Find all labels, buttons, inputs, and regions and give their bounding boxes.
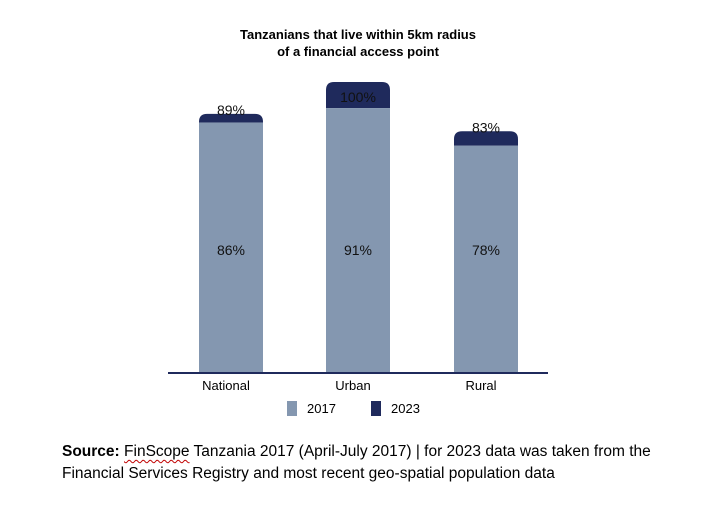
chart-title-line-1: Tanzanians that live within 5km radius (240, 27, 476, 42)
data-label-2017-rural: 78% (472, 242, 500, 258)
bar-2017-urban (326, 108, 390, 372)
bar-2023-national (199, 113, 263, 123)
data-label-2023-rural: 83% (472, 119, 500, 135)
bar-2017-rural (454, 145, 518, 372)
legend: 2017 2023 (287, 401, 420, 416)
source-note: Source: FinScope Tanzania 2017 (April-Ju… (62, 441, 702, 485)
data-label-2023-urban: 100% (340, 89, 376, 105)
bar-2023-rural (454, 131, 518, 146)
legend-swatch-2017 (287, 401, 297, 416)
bars-group: 89% 86% National 100% 91% Urban 83% 78% Rural (199, 82, 518, 393)
data-label-2023-national: 89% (217, 102, 245, 118)
bar-chart: Tanzanians that live within 5km radius o… (168, 27, 548, 416)
legend-label-2023: 2023 (391, 401, 420, 416)
category-label-rural: Rural (465, 378, 496, 393)
data-label-2017-urban: 91% (344, 242, 372, 258)
source-label: Source: (62, 443, 120, 460)
legend-swatch-2023 (371, 401, 381, 416)
chart-title-line-2: of a financial access point (277, 44, 439, 59)
data-label-2017-national: 86% (217, 242, 245, 258)
bar-2017-national (199, 122, 263, 372)
source-text: Tanzania 2017 (April-July 2017) | for 20… (62, 443, 651, 482)
legend-label-2017: 2017 (307, 401, 336, 416)
category-label-national: National (202, 378, 250, 393)
category-label-urban: Urban (335, 378, 370, 393)
bar-2023-urban (326, 82, 390, 109)
source-org: FinScope (124, 443, 190, 460)
